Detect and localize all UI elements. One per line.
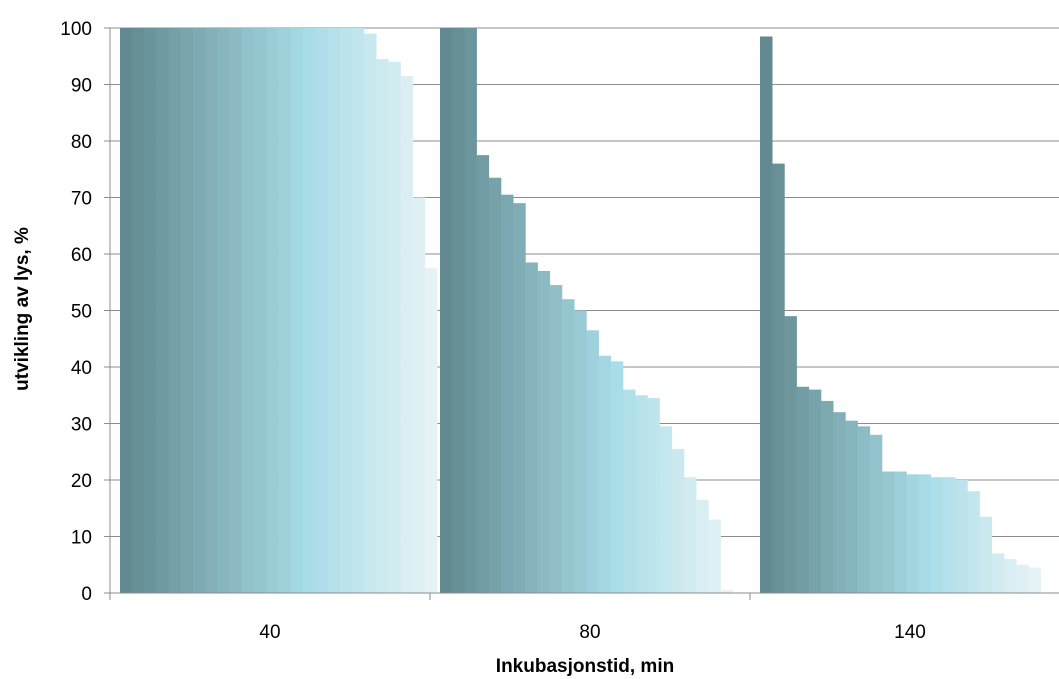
- x-axis-title: Inkubasjonstid, min: [496, 656, 674, 677]
- bar: [425, 268, 438, 594]
- bar: [659, 426, 673, 593]
- bar: [833, 412, 846, 593]
- bar: [144, 28, 157, 593]
- y-tick-label: 10: [71, 528, 92, 549]
- bar: [696, 499, 709, 593]
- bar: [720, 590, 734, 593]
- bar: [821, 400, 834, 593]
- bar: [205, 28, 218, 593]
- bar: [193, 28, 206, 593]
- bar: [376, 59, 389, 593]
- y-tick-label: 20: [71, 471, 92, 492]
- bar: [1004, 559, 1017, 593]
- bar: [574, 310, 587, 593]
- y-tick-label: 70: [71, 189, 92, 210]
- bar: [181, 28, 194, 593]
- bar: [488, 177, 502, 594]
- bar: [623, 389, 636, 593]
- bar: [168, 28, 182, 593]
- x-tick-label: 140: [894, 622, 926, 643]
- bar: [796, 386, 810, 593]
- bar: [513, 203, 526, 593]
- bar: [845, 420, 858, 593]
- bar: [1016, 564, 1029, 593]
- bar: [967, 491, 980, 593]
- bar: [217, 28, 231, 593]
- bar: [610, 361, 624, 593]
- bar: [684, 477, 697, 593]
- bar: [464, 28, 477, 593]
- bar: [1028, 567, 1041, 593]
- y-tick-label: 0: [81, 584, 92, 605]
- bar: [869, 434, 883, 593]
- bar: [930, 477, 944, 593]
- bar: [635, 395, 648, 593]
- bar: [647, 398, 660, 593]
- bar: [760, 36, 773, 594]
- bar: [400, 76, 414, 593]
- bar: [537, 270, 551, 593]
- y-axis-title: utvikling av lys, %: [12, 227, 33, 391]
- bar: [906, 474, 919, 593]
- bar: [808, 389, 822, 593]
- bar: [452, 28, 465, 593]
- bar: [315, 28, 328, 593]
- bar: [278, 28, 292, 593]
- bar: [549, 285, 563, 593]
- bars: [120, 28, 1041, 594]
- bar: [440, 28, 453, 593]
- bar: [388, 61, 401, 593]
- bar: [772, 163, 785, 593]
- y-tick-label: 30: [71, 415, 92, 436]
- bar: [525, 262, 538, 593]
- bar: [991, 553, 1005, 593]
- y-tick-label: 60: [71, 245, 92, 266]
- bar: [412, 197, 426, 593]
- axes: [104, 27, 1059, 600]
- bar: [586, 330, 599, 593]
- bar: [254, 28, 267, 593]
- bar: [784, 316, 797, 593]
- bar: [894, 471, 907, 593]
- y-tick-labels: 0 10 20 30 40 50 60 70 80 90 100: [60, 19, 92, 605]
- bar: [882, 471, 895, 593]
- bar: [120, 28, 133, 593]
- bar: [918, 474, 932, 593]
- bar: [979, 516, 993, 593]
- bar: [229, 28, 243, 593]
- x-tick-labels: 40 80 140: [259, 622, 925, 643]
- bar: [857, 426, 871, 593]
- bar: [132, 28, 145, 593]
- bar: [156, 28, 170, 593]
- y-tick-label: 100: [60, 19, 92, 40]
- bar: [598, 355, 612, 593]
- x-tick-label: 40: [259, 622, 280, 643]
- bar: [364, 33, 377, 593]
- y-tick-label: 90: [71, 76, 92, 97]
- bar: [339, 28, 353, 593]
- bar: [303, 28, 316, 593]
- bar: [955, 480, 968, 593]
- x-tick-label: 80: [579, 622, 600, 643]
- y-tick-label: 50: [71, 302, 92, 323]
- bar: [351, 28, 365, 593]
- bar: [562, 299, 575, 593]
- bar: [290, 28, 304, 593]
- bar: [327, 28, 340, 593]
- bar: [266, 28, 279, 593]
- y-tick-label: 80: [71, 132, 92, 153]
- bar: [501, 194, 514, 593]
- bar: [943, 477, 956, 593]
- y-tick-label: 40: [71, 358, 92, 379]
- bar: [476, 155, 490, 594]
- bar: [671, 448, 685, 593]
- bar: [242, 28, 255, 593]
- bar: [708, 519, 721, 593]
